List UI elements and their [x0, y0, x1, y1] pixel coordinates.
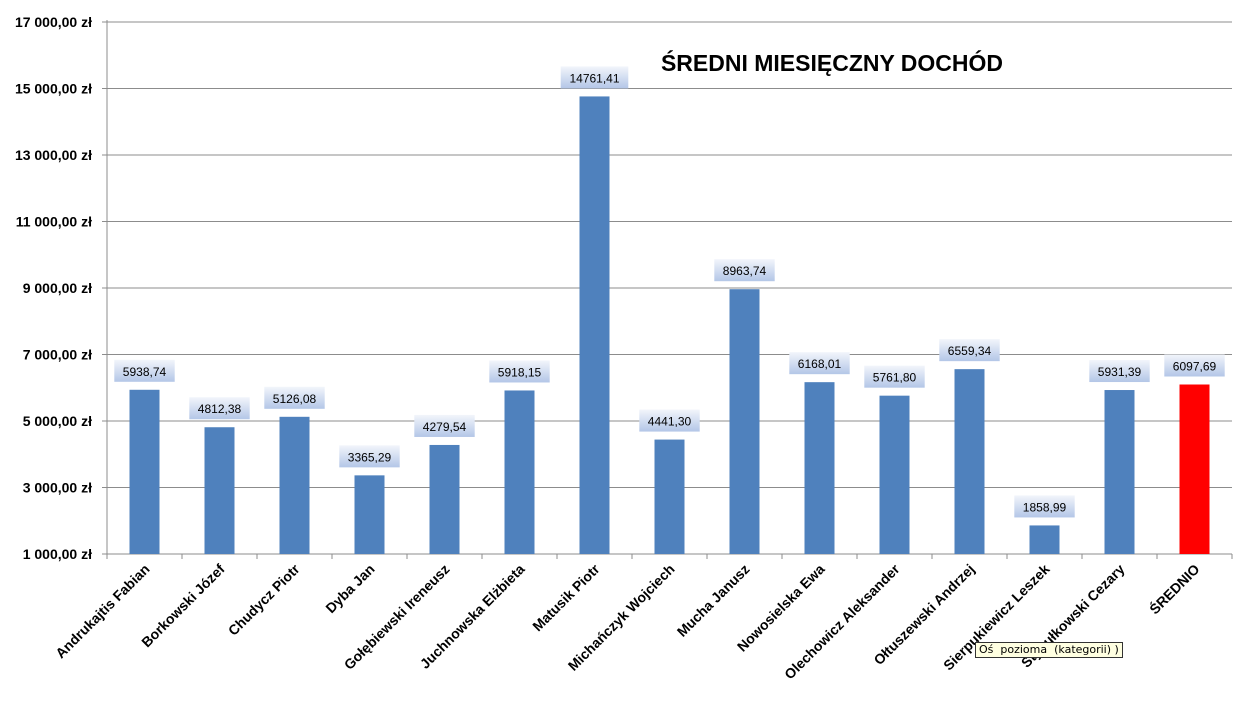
data-label: 6168,01 [798, 357, 842, 371]
data-label: 6097,69 [1173, 360, 1217, 374]
x-tick-label: Chudycz Piotr [225, 560, 303, 638]
bar[interactable] [129, 389, 160, 554]
data-label: 14761,41 [569, 71, 619, 85]
data-label-box [939, 339, 1000, 362]
data-label: 5931,39 [1098, 365, 1142, 379]
y-axis-tick-labels: 1 000,00 zł 3 000,00 zł 5 000,00 zł 7 000,0… [15, 14, 92, 562]
data-label: 4812,38 [198, 402, 242, 416]
bar[interactable] [1179, 384, 1210, 554]
bar[interactable] [804, 382, 835, 554]
bar[interactable] [579, 96, 610, 555]
data-label-box [114, 359, 175, 382]
y-tick-label: 9 000,00 zł [23, 280, 92, 296]
data-label-box [1089, 360, 1150, 383]
bar[interactable] [504, 390, 535, 554]
bar[interactable] [729, 289, 760, 554]
data-label-box [639, 409, 700, 432]
x-tick-label: Matusik Piotr [529, 560, 603, 634]
y-tick-label: 15 000,00 zł [15, 81, 92, 97]
y-tick-label: 5 000,00 zł [23, 413, 92, 429]
data-label: 6559,34 [948, 344, 992, 358]
y-tick-label: 7 000,00 zł [23, 347, 92, 363]
data-label-box [189, 397, 250, 420]
data-label-box [264, 386, 325, 409]
chart-title: ŚREDNI MIESIĘCZNY DOCHÓD [661, 49, 1003, 76]
y-tick-label: 1 000,00 zł [23, 546, 92, 562]
x-tick-label: ŚREDNIO [1145, 560, 1202, 617]
data-label-box [789, 352, 850, 375]
data-label-box [489, 360, 550, 383]
data-label: 4441,30 [648, 415, 692, 429]
data-label-box [414, 414, 475, 437]
data-label: 3365,29 [348, 450, 392, 464]
bar[interactable] [1104, 390, 1135, 554]
bar[interactable] [354, 475, 385, 554]
bar[interactable] [879, 395, 910, 554]
data-label: 5918,15 [498, 365, 542, 379]
x-tick-label: Dyba Jan [322, 561, 377, 616]
data-label-box [1014, 495, 1075, 518]
bar[interactable] [429, 444, 460, 554]
bar[interactable] [1029, 525, 1060, 554]
bar[interactable] [279, 416, 310, 554]
y-tick-label: 11 000,00 zł [16, 214, 92, 230]
data-label-box [339, 445, 400, 468]
data-label: 1858,99 [1023, 500, 1067, 514]
data-label: 5938,74 [123, 365, 167, 379]
y-tick-label: 3 000,00 zł [23, 480, 92, 496]
bar[interactable] [654, 439, 685, 554]
data-label: 4279,54 [423, 420, 467, 434]
bar[interactable] [204, 427, 235, 554]
y-tick-label: 13 000,00 zł [15, 147, 92, 163]
data-label-box [864, 365, 925, 388]
axis-tooltip: Oś pozioma (kategorii) ) [975, 642, 1123, 658]
data-label: 5126,08 [273, 392, 317, 406]
x-tick-label: Mucha Janusz [674, 561, 753, 640]
bars[interactable] [129, 96, 1210, 555]
data-label: 5761,80 [873, 371, 917, 385]
data-labels: 5938,74 4812,38 5126,08 3365,29 4279,54 5918,… [114, 66, 1225, 518]
data-label: 8963,74 [723, 264, 767, 278]
data-label-box [560, 66, 629, 89]
y-tick-label: 17 000,00 zł [15, 14, 92, 30]
bar[interactable] [954, 369, 985, 554]
x-tick-label: Borkowski Józef [138, 561, 228, 651]
data-label-box [714, 259, 775, 282]
data-label-box [1164, 354, 1225, 377]
x-tick-label: Andrukajtis Fabian [52, 561, 152, 661]
